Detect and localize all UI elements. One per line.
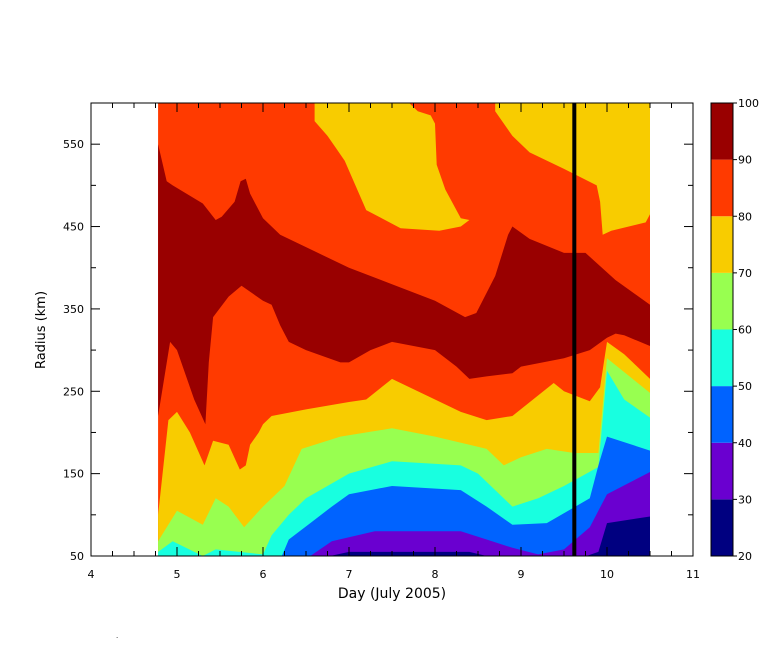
y-tick-labels: 50 150 250 350 450 550 [63,138,84,563]
contour-band-below-30 [330,516,650,556]
y-axis-title: Radius (km) [34,291,49,369]
x-tick-label: 11 [686,568,700,581]
contour-band-below-60 [158,370,650,556]
colorbar-tick-label: 30 [738,493,752,506]
colorbar-tick-label: 80 [738,210,752,223]
colorbar-swatch [711,329,733,387]
colorbar-tick-label: 90 [738,154,752,167]
colorbar-tick-label: 70 [738,267,752,280]
x-axis-title: Day (July 2005) [338,586,446,602]
contour-band-below-40 [310,472,650,556]
x-tick-label: 9 [518,568,525,581]
x-tick-label: 8 [432,568,439,581]
contour-band-90-100 [158,144,650,425]
x-tick-label: 6 [260,568,267,581]
colorbar-swatch [711,159,733,217]
y-tick-label: 250 [63,385,84,398]
colorbar-tick-labels: 20 30 40 50 60 70 80 90 100 [733,97,759,563]
stray-dot: . [116,632,118,640]
colorbar-swatch [711,386,733,443]
x-tick-labels: 4 5 6 7 8 9 10 11 [88,568,701,581]
axis-ticks [90,102,694,557]
x-tick-label: 7 [346,568,353,581]
y-tick-label: 550 [63,138,84,151]
colorbar-tick-label: 60 [738,324,752,337]
y-tick-label: 50 [70,550,84,563]
colorbar-tick-label: 40 [738,437,752,450]
contour-band-below-50 [281,436,650,556]
colorbar-tick-label: 100 [738,97,759,110]
x-tick-label: 4 [88,568,95,581]
y-tick-label: 450 [63,221,84,234]
colorbar-swatch [711,499,733,556]
contour-band-70-80-upper-1 [314,103,470,231]
colorbar-swatch [711,272,733,330]
colorbar-tick-label: 50 [738,380,752,393]
colorbar-tick-label: 20 [738,550,752,563]
colorbar-swatch [711,442,733,500]
x-tick-label: 5 [174,568,181,581]
y-tick-label: 150 [63,468,84,481]
y-tick-label: 350 [63,303,84,316]
contour-fills [158,103,650,556]
colorbar-swatch [711,103,733,160]
x-tick-label: 10 [600,568,614,581]
colorbar [710,102,734,557]
colorbar-swatch [711,216,733,273]
